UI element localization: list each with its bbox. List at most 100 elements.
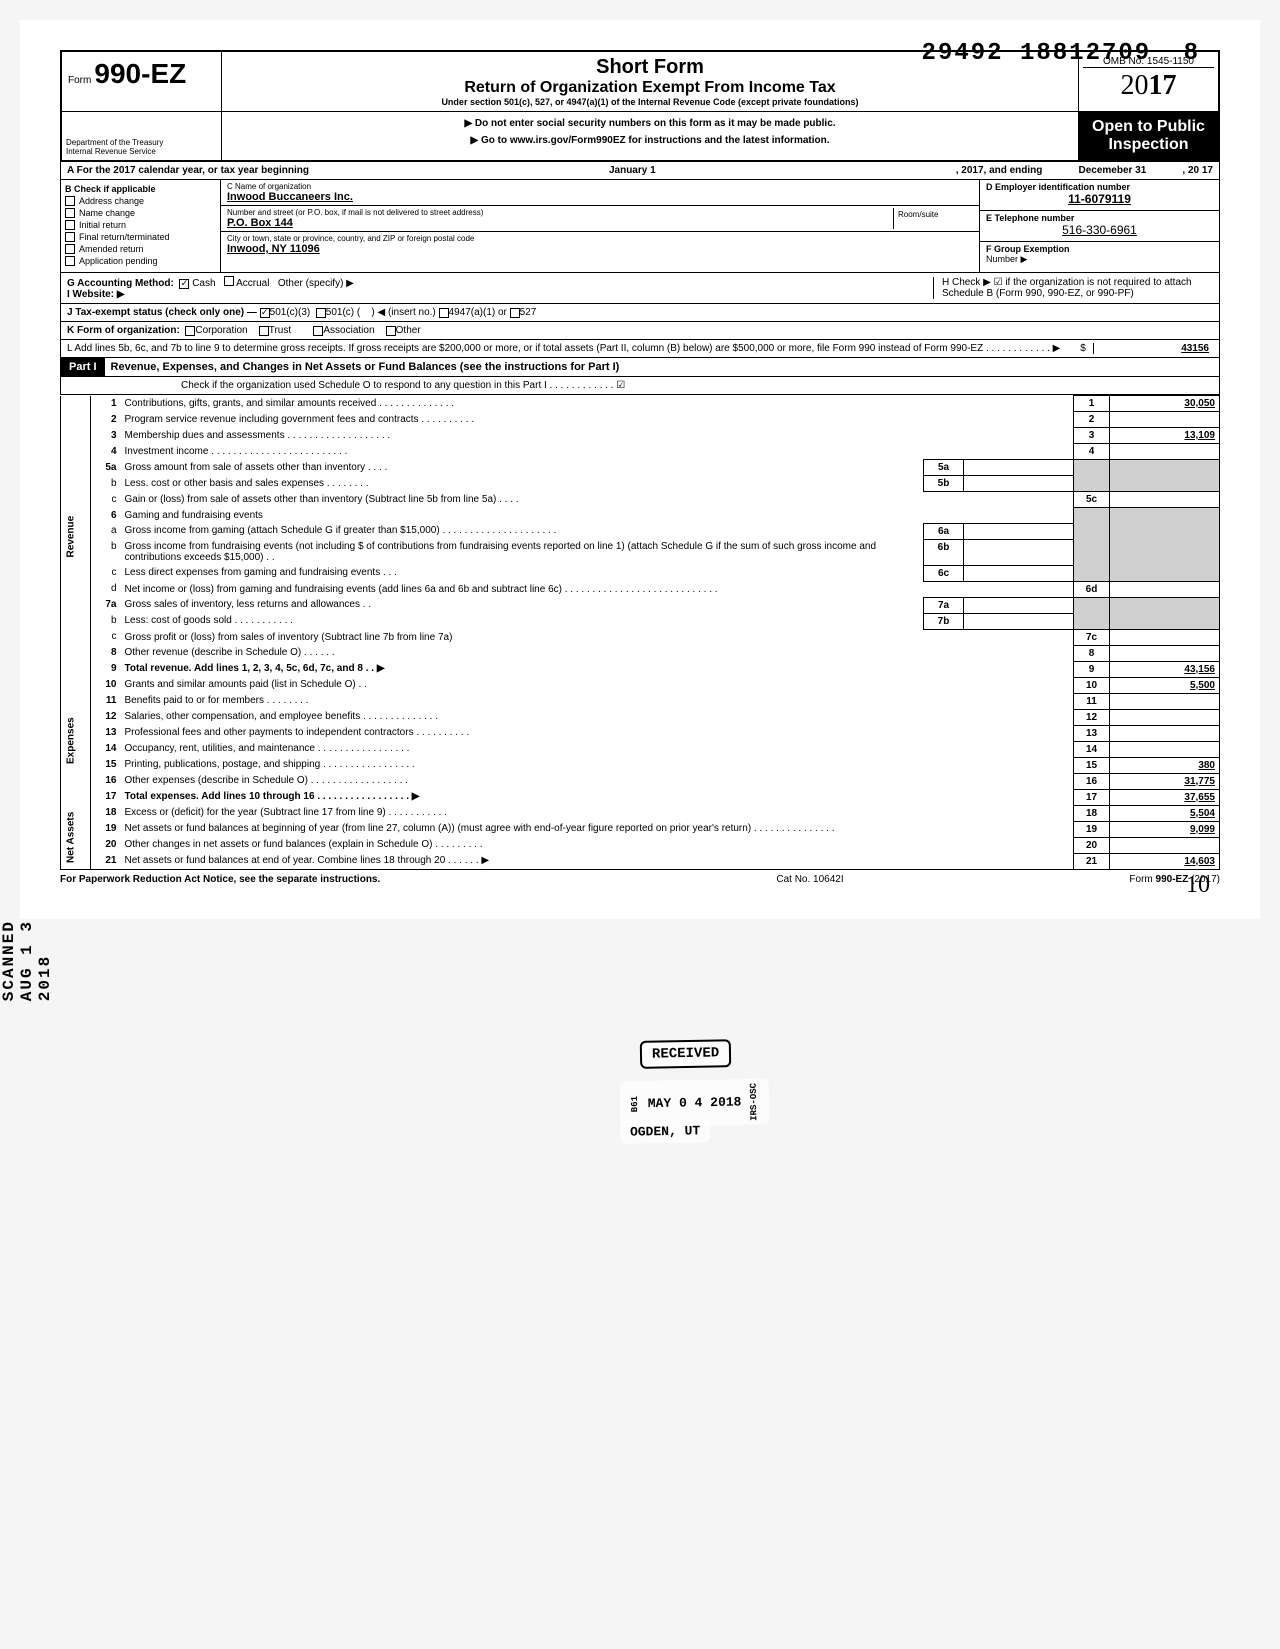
- cb-501c3[interactable]: ✓: [260, 308, 270, 318]
- line-13: 13 Professional fees and other payments …: [61, 725, 1220, 741]
- line-18-amt: 5,504: [1110, 805, 1220, 821]
- line-11: 11 Benefits paid to or for members . . .…: [61, 693, 1220, 709]
- dept-cell: Department of the Treasury Internal Reve…: [62, 112, 222, 160]
- accounting-other: Other (specify) ▶: [278, 278, 354, 289]
- open-public: Open to Public: [1085, 118, 1212, 136]
- line-12: 12 Salaries, other compensation, and emp…: [61, 709, 1220, 725]
- line-20: 20 Other changes in net assets or fund b…: [61, 837, 1220, 853]
- row-a: A For the 2017 calendar year, or tax yea…: [60, 162, 1220, 180]
- form-org-label: K Form of organization:: [67, 325, 180, 336]
- irs-osc-stamp: IRS-OSC: [749, 1083, 760, 1121]
- phone-value: 516-330-6961: [986, 223, 1213, 237]
- line-20-amt: [1110, 837, 1220, 853]
- line-7c-amt: [1110, 629, 1220, 645]
- row-a-yr: , 20 17: [1182, 165, 1213, 176]
- cb-501c[interactable]: [316, 308, 326, 318]
- ogden-stamp: OGDEN, UT: [620, 1119, 711, 1144]
- row-h: H Check ▶ ☑ if the organization is not r…: [933, 277, 1213, 299]
- cb-name[interactable]: Name change: [65, 208, 216, 218]
- line-9: 9 Total revenue. Add lines 1, 2, 3, 4, 5…: [61, 661, 1220, 677]
- org-name: Inwood Buccaneers Inc.: [227, 191, 973, 203]
- line-1: Revenue 1 Contributions, gifts, grants, …: [61, 396, 1220, 412]
- ein-row: D Employer identification number 11-6079…: [980, 180, 1219, 211]
- line-17-amt: 37,655: [1110, 789, 1220, 805]
- handwritten-10: 10: [1186, 872, 1210, 899]
- line-6a: a Gross income from gaming (attach Sched…: [61, 523, 1220, 539]
- line-15-amt: 380: [1110, 757, 1220, 773]
- city-value: Inwood, NY 11096: [227, 243, 973, 255]
- line-6: 6 Gaming and fundraising events: [61, 508, 1220, 524]
- dln-suffix: 8: [1184, 40, 1200, 67]
- cb-4947[interactable]: [439, 308, 449, 318]
- row-j: J Tax-exempt status (check only one) — ✓…: [61, 304, 1219, 322]
- line-7c: c Gross profit or (loss) from sales of i…: [61, 629, 1220, 645]
- b61-stamp: B61: [630, 1096, 640, 1112]
- cb-address[interactable]: Address change: [65, 196, 216, 206]
- row-k: K Form of organization: Corporation Trus…: [61, 322, 1219, 339]
- line-17: 17 Total expenses. Add lines 10 through …: [61, 789, 1220, 805]
- cb-cash[interactable]: ✓: [179, 279, 189, 289]
- phone-row: E Telephone number 516-330-6961: [980, 211, 1219, 242]
- cb-trust[interactable]: [259, 326, 269, 336]
- cb-527[interactable]: [510, 308, 520, 318]
- line-6c: c Less direct expenses from gaming and f…: [61, 565, 1220, 581]
- row-l-text: L Add lines 5b, 6c, and 7b to line 9 to …: [67, 343, 1073, 354]
- box-6b: [964, 539, 1074, 565]
- row-a-label: A For the 2017 calendar year, or tax yea…: [67, 165, 309, 176]
- form-prefix: Form: [68, 75, 91, 86]
- tax-exempt-label: J Tax-exempt status (check only one) —: [67, 307, 257, 318]
- row-a-mid: , 2017, and ending: [956, 165, 1043, 176]
- line-5c: c Gain or (loss) from sale of assets oth…: [61, 492, 1220, 508]
- box-6a: [964, 523, 1074, 539]
- room-suite: Room/suite: [893, 208, 973, 229]
- cb-amended[interactable]: Amended return: [65, 244, 216, 254]
- street-label: Number and street (or P.O. box, if mail …: [227, 208, 893, 217]
- part-i-title: Revenue, Expenses, and Changes in Net As…: [105, 358, 1219, 376]
- line-21: 21 Net assets or fund balances at end of…: [61, 853, 1220, 869]
- line-5c-amt: [1110, 492, 1220, 508]
- main-info-block: B Check if applicable Address change Nam…: [60, 180, 1220, 273]
- part-i-check: Check if the organization used Schedule …: [60, 377, 1220, 395]
- accounting-label: G Accounting Method:: [67, 278, 174, 289]
- footer-row: For Paperwork Reduction Act Notice, see …: [60, 870, 1220, 889]
- line-8-amt: [1110, 645, 1220, 661]
- row-l: L Add lines 5b, 6c, and 7b to line 9 to …: [60, 340, 1220, 358]
- instructions-cell: ▶ Do not enter social security numbers o…: [222, 112, 1078, 160]
- line-4-amt: [1110, 444, 1220, 460]
- line-10: Expenses 10 Grants and similar amounts p…: [61, 677, 1220, 693]
- scanned-stamp: SCANNED AUG 1 3 2018: [0, 920, 54, 1001]
- city-row: City or town, state or province, country…: [221, 232, 979, 257]
- col-c: C Name of organization Inwood Buccaneers…: [221, 180, 979, 272]
- cb-pending[interactable]: Application pending: [65, 256, 216, 266]
- city-label: City or town, state or province, country…: [227, 234, 973, 243]
- form-number: 990-EZ: [94, 58, 186, 89]
- cb-accrual[interactable]: [224, 276, 234, 286]
- cb-corp[interactable]: [185, 326, 195, 336]
- form-number-cell: Form 990-EZ: [62, 52, 222, 111]
- cat-no: Cat No. 10642I: [560, 874, 1060, 885]
- cb-other[interactable]: [386, 326, 396, 336]
- header-row-2: Department of the Treasury Internal Reve…: [60, 112, 1220, 162]
- cb-assoc[interactable]: [313, 326, 323, 336]
- cb-final[interactable]: Final return/terminated: [65, 232, 216, 242]
- line-13-amt: [1110, 725, 1220, 741]
- phone-label: E Telephone number: [986, 213, 1074, 223]
- lines-table: Revenue 1 Contributions, gifts, grants, …: [60, 395, 1220, 870]
- line-14: 14 Occupancy, rent, utilities, and maint…: [61, 741, 1220, 757]
- inspection: Inspection: [1085, 136, 1212, 154]
- paperwork-notice: For Paperwork Reduction Act Notice, see …: [60, 874, 560, 885]
- line-7b: b Less: cost of goods sold . . . . . . .…: [61, 613, 1220, 629]
- inspection-cell: Open to Public Inspection: [1078, 112, 1218, 160]
- line-12-amt: [1110, 709, 1220, 725]
- schedule-o-check: Check if the organization used Schedule …: [181, 380, 625, 391]
- line-5a: 5a Gross amount from sale of assets othe…: [61, 460, 1220, 476]
- netassets-label: Net Assets: [61, 805, 91, 869]
- group-label: F Group Exemption: [986, 244, 1070, 254]
- cb-initial[interactable]: Initial return: [65, 220, 216, 230]
- line-1-amt: 30,050: [1110, 396, 1220, 412]
- name-label: C Name of organization: [227, 182, 973, 191]
- line-11-amt: [1110, 693, 1220, 709]
- dln-number: 29492 18812709 8: [922, 40, 1200, 67]
- line-9-amt: 43,156: [1110, 661, 1220, 677]
- title-section-note: Under section 501(c), 527, or 4947(a)(1)…: [230, 97, 1070, 107]
